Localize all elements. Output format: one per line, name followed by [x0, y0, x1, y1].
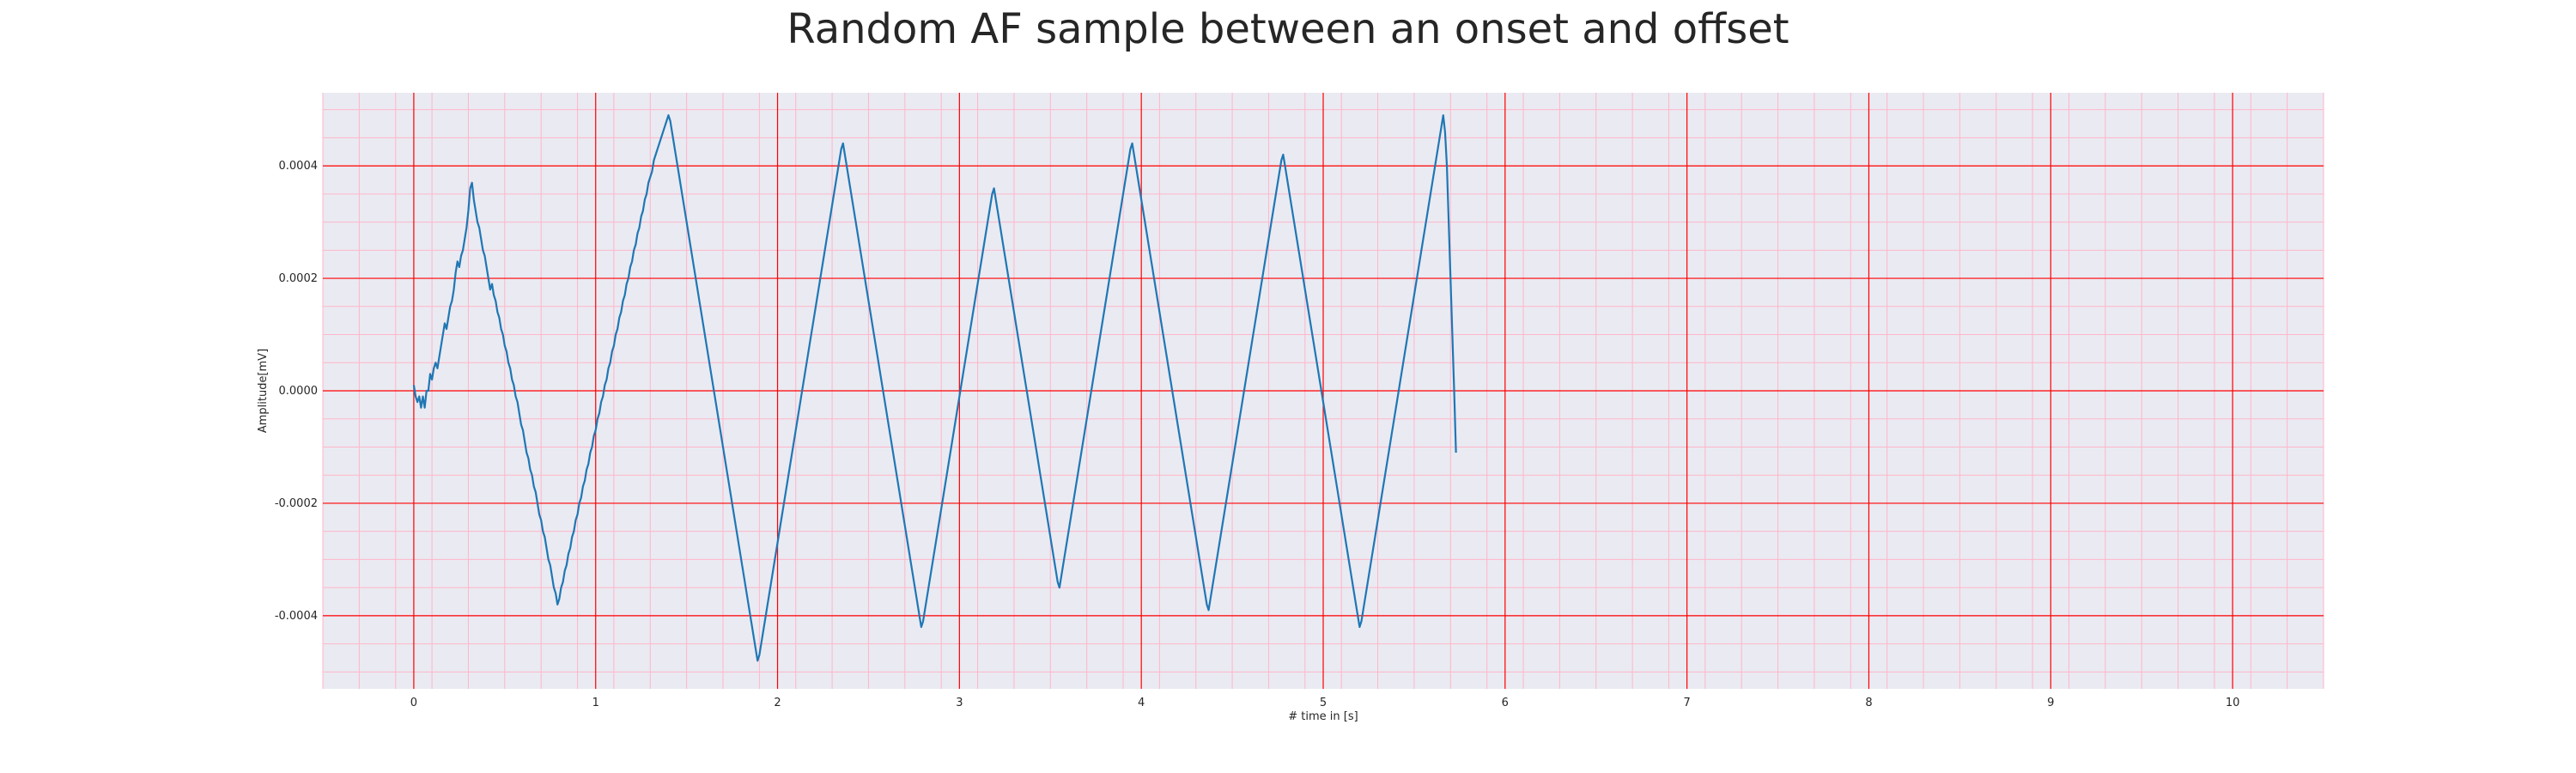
x-tick-label: 5 — [1320, 697, 1327, 709]
y-tick-label: 0.0002 — [279, 272, 319, 285]
y-tick-label: 0.0000 — [279, 385, 319, 398]
x-tick-label: 2 — [774, 697, 781, 709]
x-axis-label: # time in [s] — [1288, 710, 1358, 723]
x-tick-label: 6 — [1502, 697, 1509, 709]
ecg-series-line — [412, 114, 1457, 662]
x-tick-label: 8 — [1865, 697, 1872, 709]
x-tick-label: 0 — [410, 697, 417, 709]
x-tick-label: 7 — [1683, 697, 1690, 709]
x-tick-label: 10 — [2226, 697, 2240, 709]
x-tick-labels: 0 1 2 3 4 5 6 7 8 9 10 — [410, 697, 2240, 709]
x-tick-label: 3 — [956, 697, 963, 709]
x-tick-label: 1 — [592, 697, 599, 709]
x-tick-label: 9 — [2047, 697, 2054, 709]
chart-title: Random AF sample between an onset and of… — [787, 5, 1789, 53]
y-tick-label: -0.0002 — [275, 497, 318, 510]
x-tick-label: 4 — [1138, 697, 1145, 709]
y-tick-labels: -0.0004 -0.0002 0.0000 0.0002 0.0004 — [275, 160, 318, 623]
y-tick-label: -0.0004 — [275, 610, 318, 623]
series-layer — [412, 114, 1457, 662]
y-tick-label: 0.0004 — [279, 160, 319, 173]
y-axis-label: Amplitude[mV] — [257, 349, 270, 433]
